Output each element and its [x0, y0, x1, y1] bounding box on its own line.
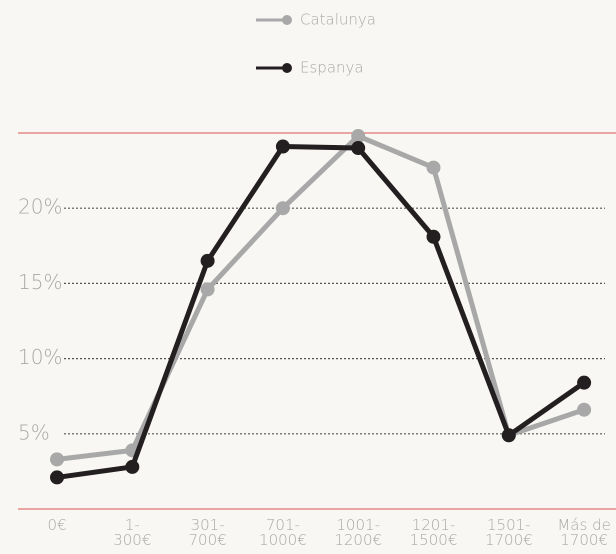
x-tick-label: 1- 300€ — [113, 516, 152, 549]
data-point — [577, 375, 592, 390]
data-point — [50, 470, 64, 485]
legend-dot — [282, 63, 292, 73]
x-tick-label: 1501- 1700€ — [484, 516, 533, 549]
y-tick-label: 5% — [18, 420, 50, 444]
x-tick-label: 1201- 1500€ — [409, 516, 458, 549]
y-tick-label: 10% — [18, 345, 62, 369]
data-point — [577, 402, 592, 417]
data-point — [501, 428, 516, 443]
data-point — [125, 459, 140, 474]
data-point — [275, 139, 290, 154]
legend-label: Catalunya — [300, 11, 376, 29]
data-point — [426, 229, 441, 244]
data-point — [200, 253, 215, 268]
data-point — [426, 160, 441, 175]
x-tick-label: 1001- 1200€ — [334, 516, 383, 549]
series-line — [56, 133, 585, 462]
y-tick-label: 20% — [18, 195, 62, 219]
data-point — [275, 201, 290, 216]
data-point — [351, 141, 366, 156]
x-tick-label: 701- 1000€ — [259, 516, 307, 549]
x-tick-label: 0€ — [47, 516, 67, 534]
x-tick-label: Más de 1700€ — [557, 516, 611, 549]
data-point — [351, 129, 366, 144]
legend-dot — [282, 15, 292, 25]
series-line — [56, 144, 586, 480]
legend-label: Espanya — [300, 59, 364, 77]
y-tick-label: 15% — [18, 270, 62, 294]
data-point — [50, 452, 64, 467]
data-point — [200, 282, 215, 297]
x-tick-label: 301- 700€ — [188, 516, 227, 549]
